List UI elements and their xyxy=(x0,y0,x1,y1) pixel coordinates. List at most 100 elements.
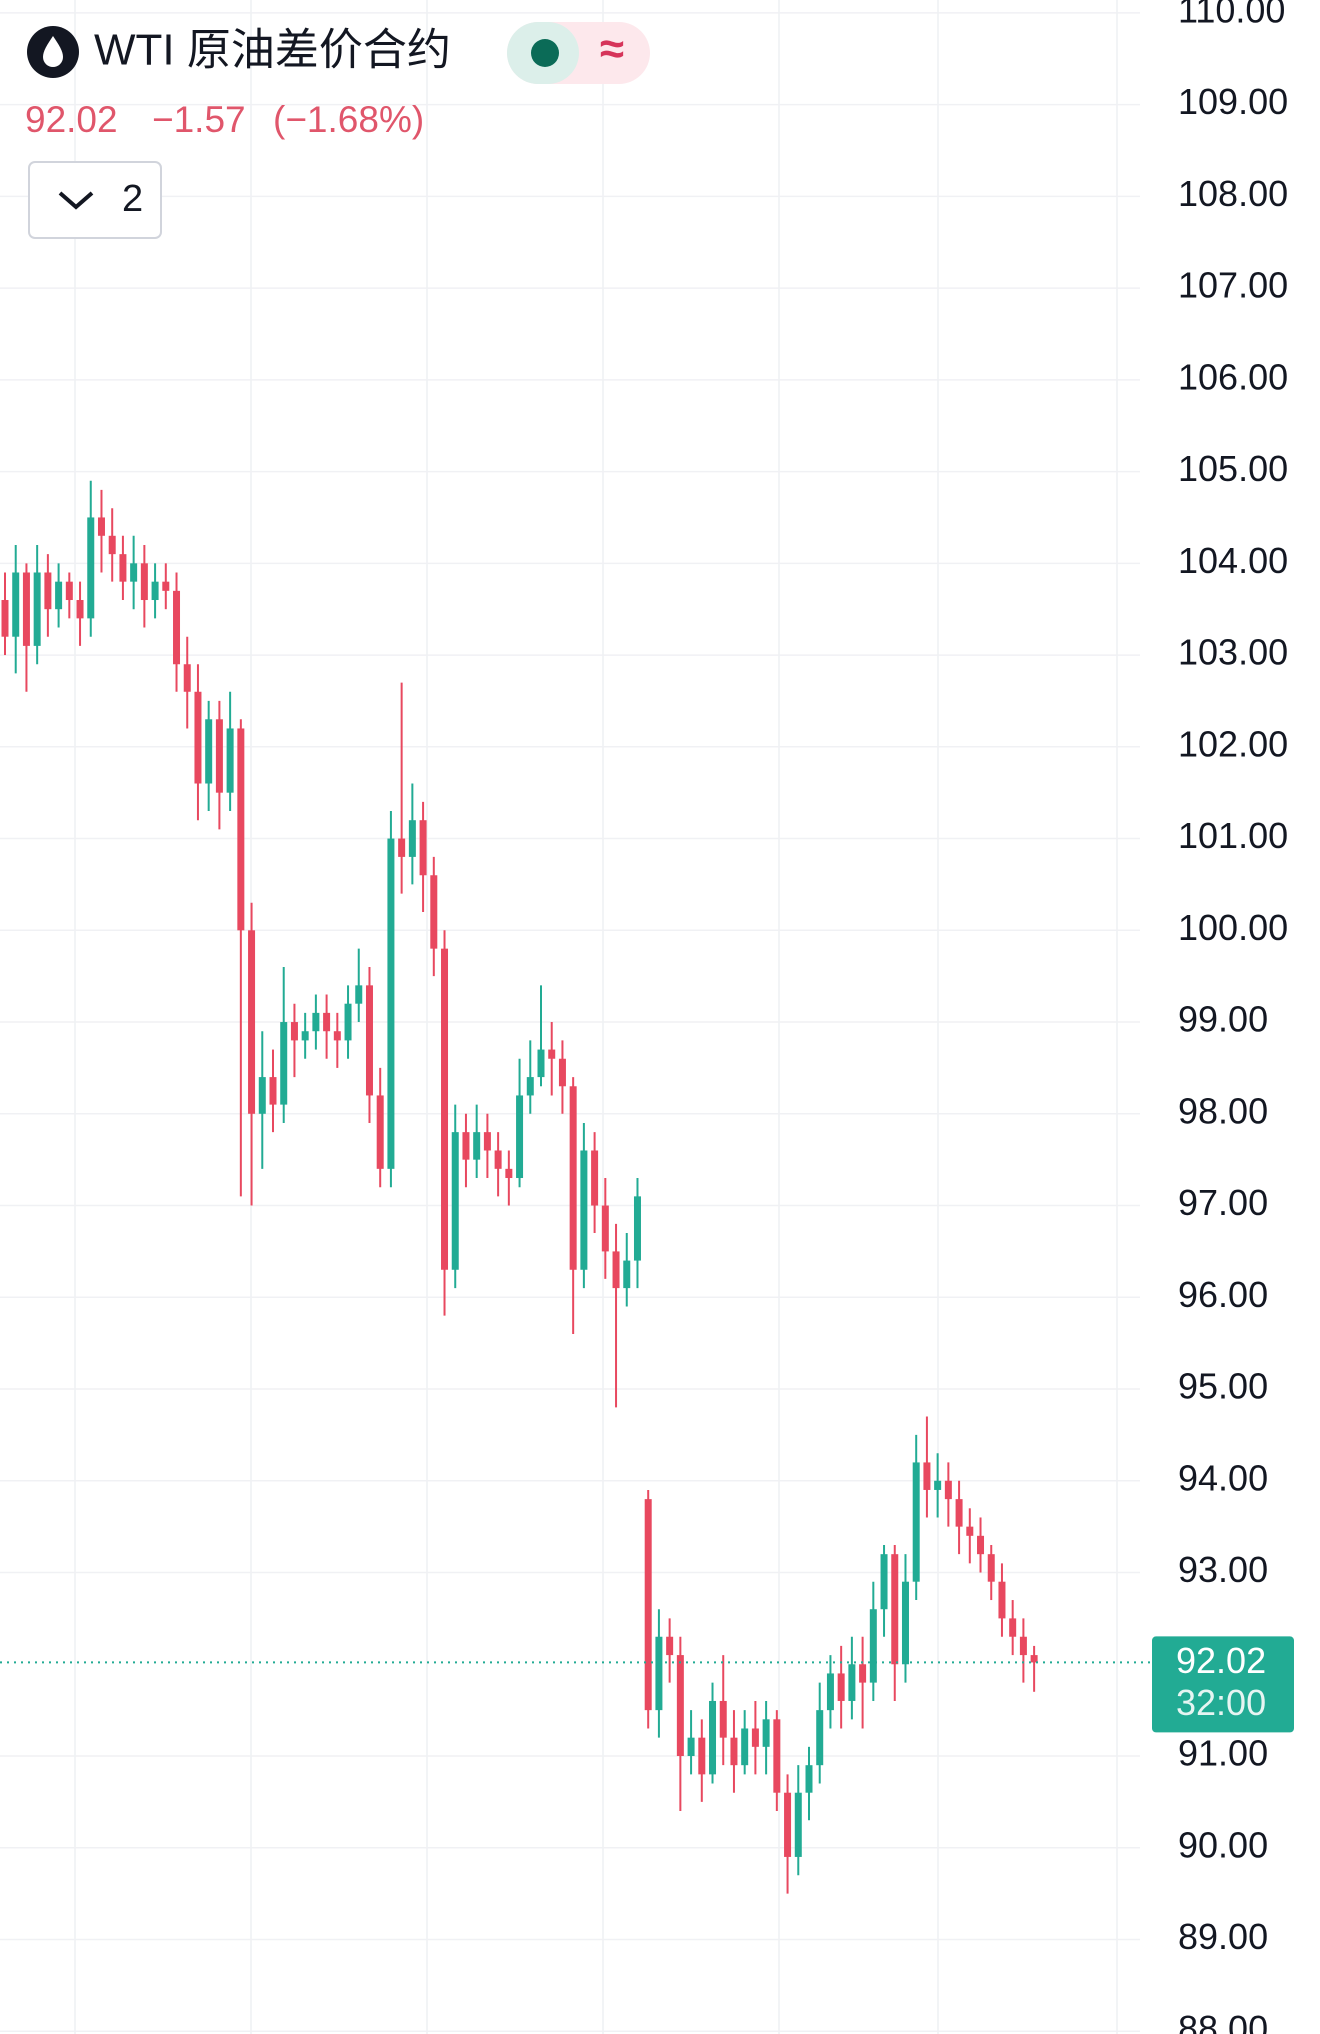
y-tick-label: 106.00 xyxy=(1178,356,1288,397)
y-tick-label: 104.00 xyxy=(1178,540,1288,581)
indicator-icon: ≈ xyxy=(600,25,624,74)
candle-body xyxy=(1,600,9,637)
candle-body xyxy=(301,1031,309,1041)
header: WTI 原油差价合约 ≈ 92.02 −1.57 (−1.68%) 2 xyxy=(25,22,650,239)
countdown-label: 32:00 xyxy=(1176,1682,1266,1723)
y-tick-label: 96.00 xyxy=(1178,1274,1268,1315)
candle-body xyxy=(805,1765,813,1793)
candle-body xyxy=(290,1022,298,1041)
candle-body xyxy=(12,572,20,637)
candle-body xyxy=(826,1673,834,1711)
candle-body xyxy=(816,1710,824,1766)
candle-body xyxy=(462,1132,470,1160)
candle-body xyxy=(376,1095,384,1169)
candle-body xyxy=(130,563,138,582)
grid xyxy=(0,12,1140,2032)
candle-body xyxy=(880,1554,888,1610)
indicator-count[interactable]: 2 xyxy=(122,178,143,220)
market-open-dot xyxy=(531,39,559,67)
candle-body xyxy=(76,600,84,619)
candle-body xyxy=(741,1728,749,1766)
candle-body xyxy=(934,1480,942,1490)
candle-body xyxy=(966,1526,974,1536)
candle-body xyxy=(22,572,30,646)
candle-body xyxy=(612,1251,620,1289)
candle-body xyxy=(987,1554,995,1582)
candle-body xyxy=(398,838,406,857)
last-price-label: 92.02 xyxy=(1176,1640,1266,1681)
candle-body xyxy=(119,554,127,582)
candle-body xyxy=(483,1132,491,1151)
candle-body xyxy=(569,1086,577,1270)
y-tick-label: 99.00 xyxy=(1178,999,1268,1040)
collapse-button[interactable] xyxy=(28,161,162,239)
candle-body xyxy=(151,581,159,601)
candle-body xyxy=(473,1132,481,1160)
candle-body xyxy=(998,1581,1006,1619)
y-tick-label: 109.00 xyxy=(1178,81,1288,122)
candle-body xyxy=(387,838,395,1169)
y-tick-label: 110.00 xyxy=(1178,0,1285,30)
y-tick-label: 107.00 xyxy=(1178,265,1288,306)
y-tick-label: 103.00 xyxy=(1178,632,1288,673)
y-tick-label: 108.00 xyxy=(1178,173,1288,214)
y-tick-label: 102.00 xyxy=(1178,723,1288,764)
candle-body xyxy=(623,1260,631,1289)
candle-body xyxy=(269,1077,277,1105)
price-change: −1.57 xyxy=(152,99,246,140)
candle-body xyxy=(344,1003,352,1041)
candle-body xyxy=(194,691,202,784)
candle-body xyxy=(323,1012,331,1032)
candle-body xyxy=(140,563,148,601)
y-tick-label: 89.00 xyxy=(1178,1916,1268,1957)
candle-body xyxy=(312,1012,320,1032)
candle-body xyxy=(773,1719,781,1793)
candle-body xyxy=(44,572,52,610)
candle-body xyxy=(451,1132,459,1270)
candle-body xyxy=(601,1205,609,1252)
candle-body xyxy=(912,1462,920,1582)
candle-body xyxy=(655,1636,663,1711)
candle-body xyxy=(365,985,373,1096)
candle-body xyxy=(944,1480,952,1500)
candle-body xyxy=(537,1049,545,1078)
y-tick-label: 88.00 xyxy=(1178,2008,1268,2034)
candle-body xyxy=(55,581,63,610)
candles xyxy=(0,480,1150,1894)
y-tick-label: 95.00 xyxy=(1178,1366,1268,1407)
candle-body xyxy=(719,1700,727,1738)
candle-body xyxy=(237,728,245,931)
candle-body xyxy=(666,1636,674,1656)
candle-body xyxy=(516,1095,524,1179)
candle-body xyxy=(687,1737,695,1757)
candle-body xyxy=(1019,1636,1027,1656)
candle-body xyxy=(33,572,41,646)
candle-body xyxy=(355,985,363,1004)
candle-body xyxy=(848,1664,856,1701)
candle-body xyxy=(1009,1618,1017,1637)
last-price: 92.02 xyxy=(25,99,118,140)
y-tick-label: 98.00 xyxy=(1178,1090,1268,1131)
candle-body xyxy=(730,1737,738,1766)
candle-body xyxy=(869,1609,877,1683)
candle-body xyxy=(258,1077,266,1114)
candle-body xyxy=(205,719,213,784)
candle-body xyxy=(108,535,116,555)
y-tick-label: 91.00 xyxy=(1178,1733,1268,1774)
candle-body xyxy=(633,1196,641,1261)
candle-body xyxy=(183,664,191,692)
y-tick-label: 90.00 xyxy=(1178,1824,1268,1865)
candle-body xyxy=(162,581,170,591)
candle-body xyxy=(215,719,223,793)
y-tick-label: 97.00 xyxy=(1178,1182,1268,1223)
candle-body xyxy=(837,1673,845,1701)
y-axis: 110.00 109.00 108.00 107.00 106.00 105.00 104.… xyxy=(1152,0,1294,2034)
candle-body xyxy=(794,1792,802,1857)
candle-body xyxy=(173,590,181,665)
candle-body xyxy=(644,1499,652,1711)
price-change-pct: (−1.68%) xyxy=(273,99,424,140)
last-price-box xyxy=(1152,1636,1294,1733)
candle-body xyxy=(548,1049,556,1059)
